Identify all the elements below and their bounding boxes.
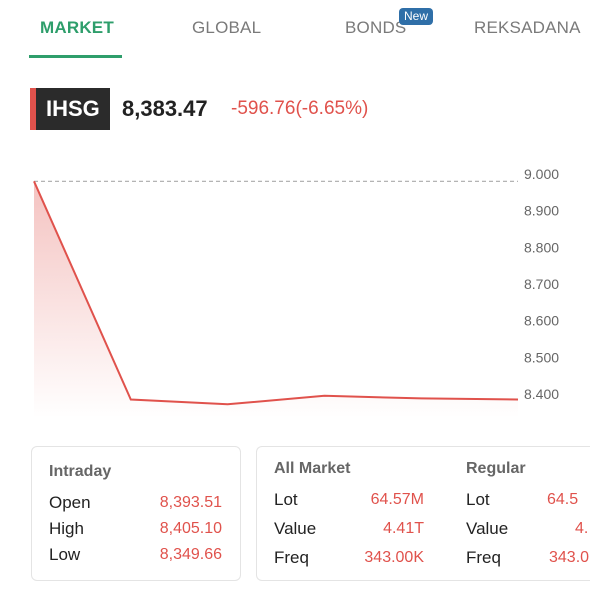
intraday-chart[interactable]: 9.000 8.900 8.800 8.700 8.600 8.500 8.400 — [0, 150, 590, 430]
intraday-high-label: High — [49, 519, 84, 538]
tab-global[interactable]: GLOBAL — [192, 18, 262, 37]
regular-value-value: 4. — [575, 520, 589, 537]
intraday-open-label: Open — [49, 493, 91, 512]
intraday-open-value: 8,393.51 — [159, 494, 222, 511]
regular-lot-value: 64.5 — [547, 491, 579, 508]
chart-series-line — [33, 180, 519, 406]
intraday-low-label: Low — [49, 545, 81, 564]
market-stats-card: All Market Lot 64.57M Value 4.41T Freq 3… — [256, 446, 590, 581]
regular-lot-label: Lot — [466, 490, 490, 509]
regular-freq-value: 343.0 — [549, 549, 590, 566]
all-market-freq-value: 343.00K — [364, 549, 424, 566]
all-market-title: All Market — [274, 460, 351, 477]
intraday-high-value: 8,405.10 — [159, 520, 222, 537]
intraday-low-value: 8,349.66 — [159, 546, 222, 563]
index-name: IHSG — [46, 96, 100, 121]
intraday-card: Intraday Open 8,393.51 High 8,405.10 Low… — [31, 446, 241, 581]
chart-area-fill — [34, 181, 518, 418]
all-market-lot-label: Lot — [274, 490, 298, 509]
all-market-value-label: Value — [274, 519, 317, 538]
regular-title: Regular — [466, 460, 526, 477]
y-tick-label: 8.900 — [524, 203, 559, 219]
index-change: -596.76(-6.65%) — [231, 98, 369, 119]
tab-market[interactable]: MARKET — [40, 18, 114, 37]
index-header: IHSG 8,383.47 -596.76(-6.65%) — [30, 88, 590, 130]
market-tabs: MARKET GLOBAL BONDS New REKSADANA — [0, 0, 590, 60]
y-tick-label: 8.700 — [524, 276, 559, 292]
index-value: 8,383.47 — [122, 96, 208, 121]
intraday-title: Intraday — [49, 463, 112, 480]
tab-bonds[interactable]: BONDS — [345, 18, 407, 37]
chart-svg: 9.000 8.900 8.800 8.700 8.600 8.500 8.400 — [33, 166, 559, 418]
y-tick-label: 8.400 — [524, 386, 559, 402]
y-tick-label: 9.000 — [524, 166, 559, 182]
y-tick-label: 8.600 — [524, 313, 559, 329]
all-market-freq-label: Freq — [274, 548, 309, 567]
tab-reksadana[interactable]: REKSADANA — [474, 18, 581, 37]
regular-value-label: Value — [466, 519, 509, 538]
regular-freq-label: Freq — [466, 548, 501, 567]
new-badge: New — [399, 8, 434, 25]
index-name-label: IHSG — [30, 88, 110, 130]
y-tick-label: 8.800 — [524, 239, 559, 255]
all-market-value-value: 4.41T — [383, 520, 424, 537]
active-tab-indicator — [29, 55, 122, 58]
y-tick-label: 8.500 — [524, 349, 559, 365]
all-market-lot-value: 64.57M — [370, 491, 424, 508]
